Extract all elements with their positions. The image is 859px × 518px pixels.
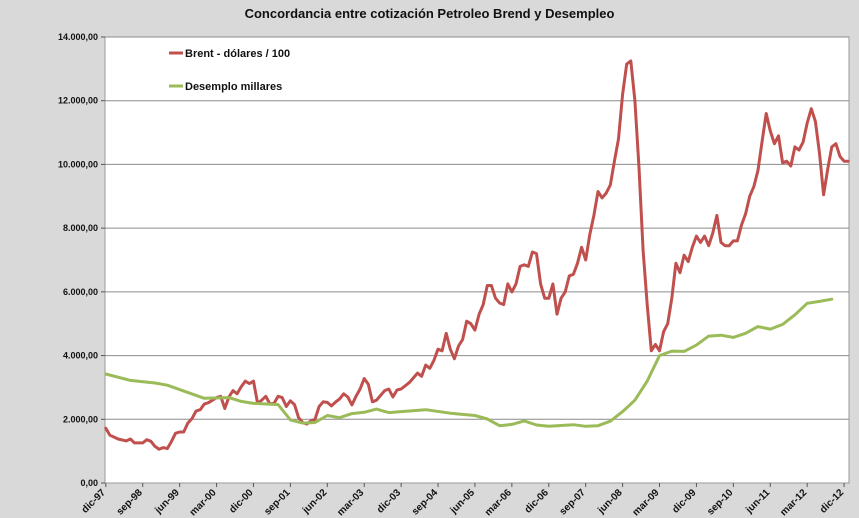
y-axis-ticks: 0,00 2.000,00 4.000,00 6.000,00 8.000,00 10.0… xyxy=(58,32,105,488)
x-tick-label: dic-97 xyxy=(80,487,109,516)
x-tick-label: mar-00 xyxy=(188,487,219,518)
x-axis-ticks: dic-97 sep-98 jun-99 mar-00 dic-00 sep-01 jun-… xyxy=(80,483,847,518)
x-tick-label: jun-05 xyxy=(448,487,478,517)
y-tick-label: 10.000,00 xyxy=(58,159,98,169)
y-tick-label: 14.000,00 xyxy=(58,32,98,42)
x-tick-label: jun-99 xyxy=(152,487,182,517)
y-tick-label: 0,00 xyxy=(80,478,98,488)
series-lines xyxy=(104,59,850,451)
chart-title: Concordancia entre cotización Petroleo B… xyxy=(244,6,615,21)
legend-label: Desemplo millares xyxy=(185,81,282,93)
x-tick-label: jun-02 xyxy=(300,487,330,517)
legend-label: Brent - dólares / 100 xyxy=(185,48,290,60)
legend: Brent - dólares / 100 Desemplo millares xyxy=(169,48,290,93)
series-line xyxy=(104,59,850,451)
x-tick-label: dic-03 xyxy=(375,487,404,516)
y-tick-label: 6.000,00 xyxy=(63,287,98,297)
y-tick-label: 8.000,00 xyxy=(63,223,98,233)
plot-area xyxy=(104,36,850,484)
y-tick-label: 4.000,00 xyxy=(63,351,98,361)
x-tick-label: mar-03 xyxy=(335,487,366,518)
x-tick-label: sep-01 xyxy=(262,487,292,517)
x-tick-label: sep-10 xyxy=(705,487,735,517)
x-tick-label: jun-08 xyxy=(595,487,625,517)
x-tick-label: dic-06 xyxy=(523,487,552,516)
x-tick-label: mar-12 xyxy=(778,487,809,518)
x-tick-label: sep-04 xyxy=(410,487,440,517)
x-tick-label: mar-09 xyxy=(631,487,662,518)
x-tick-label: mar-06 xyxy=(483,487,514,518)
x-tick-label: sep-07 xyxy=(558,487,588,517)
x-tick-label: dic-09 xyxy=(670,487,699,516)
x-tick-label: jun-11 xyxy=(743,487,772,516)
gridlines xyxy=(105,36,849,420)
x-tick-label: dic-00 xyxy=(227,487,256,516)
y-tick-label: 12.000,00 xyxy=(58,96,98,106)
series-line xyxy=(104,297,834,428)
x-tick-label: dic-12 xyxy=(818,487,847,516)
y-tick-label: 2.000,00 xyxy=(63,414,98,424)
x-tick-label: sep-98 xyxy=(115,487,145,517)
